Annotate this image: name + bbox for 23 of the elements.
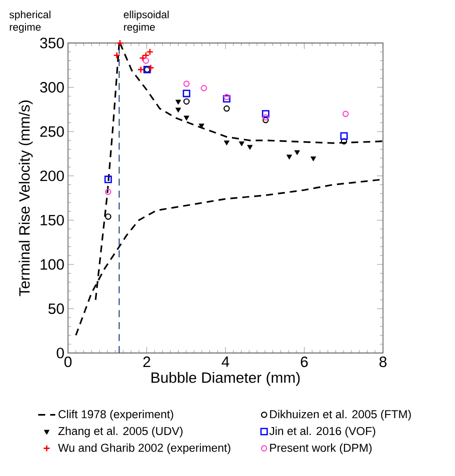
y-tick-label: 350 bbox=[40, 38, 64, 48]
x-tick-label: 2 bbox=[143, 356, 150, 367]
legend-label: Dikhuizen et al. 2005 (FTM) bbox=[270, 410, 411, 421]
legend-label: Jin et al. 2016 (VOF) bbox=[269, 426, 376, 438]
y-tick-label: 300 bbox=[40, 82, 64, 93]
y-tick-label: 150 bbox=[40, 214, 64, 226]
y-tick-label: 250 bbox=[40, 126, 64, 137]
legend-label: Present work (DPM) bbox=[270, 443, 372, 454]
y-tick-label: 100 bbox=[40, 259, 64, 270]
x-axis-title: Bubble Diameter (mm) bbox=[152, 372, 300, 386]
text: ellipsoidal regime bbox=[124, 10, 169, 33]
y-tick-label: 0 bbox=[56, 348, 64, 358]
x-tick-label: 6 bbox=[300, 356, 308, 368]
y-axis-title: Terminal Rise Velocity (mm/s) bbox=[18, 100, 33, 296]
x-tick-label: 4 bbox=[222, 356, 230, 367]
y-tick-label: 200 bbox=[40, 170, 64, 182]
legend-label: Clift 1978 (experiment) bbox=[58, 410, 174, 421]
legend-label: Zhang et al. 2005 (UDV) bbox=[58, 426, 183, 438]
text: spherical regime bbox=[9, 10, 50, 33]
legend-label: Wu and Gharib 2002 (experiment) bbox=[58, 443, 230, 454]
x-tick-label: 0 bbox=[64, 356, 72, 368]
x-tick-label: 8 bbox=[380, 356, 386, 368]
y-tick-label: 50 bbox=[48, 303, 64, 314]
